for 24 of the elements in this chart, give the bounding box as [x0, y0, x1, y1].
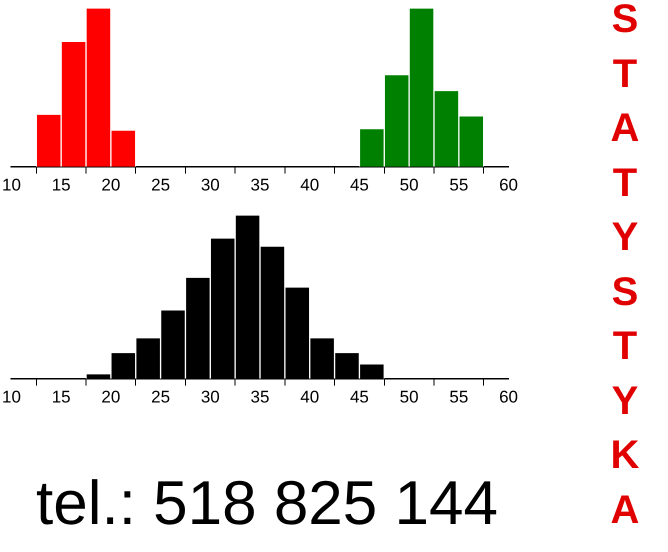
- x-tick-label: 20: [101, 387, 120, 406]
- x-tick-label: 45: [350, 175, 369, 194]
- text: tel.: 518 825 144: [36, 468, 498, 539]
- text: STATYSTYKA: [610, 0, 640, 532]
- x-tick-label: 20: [101, 175, 120, 194]
- x-tick-label: 35: [250, 175, 270, 194]
- x-tick-label: 60: [499, 387, 518, 406]
- x-tick-label: 55: [449, 175, 468, 194]
- x-tick-label: 50: [400, 175, 419, 194]
- x-tick-label: 60: [499, 175, 518, 194]
- x-tick-label: 35: [250, 387, 270, 406]
- x-tick-label: 45: [350, 387, 369, 406]
- x-tick-label: 10: [2, 387, 21, 406]
- x-tick-label: 15: [52, 175, 71, 194]
- x-tick-label: 15: [52, 387, 71, 406]
- x-tick-label: 25: [151, 387, 170, 406]
- x-tick-label: 25: [151, 175, 170, 194]
- x-tick-label: 40: [300, 175, 320, 194]
- x-tick-label: 55: [449, 387, 468, 406]
- x-tick-label: 40: [300, 387, 320, 406]
- x-tick-label: 50: [400, 387, 419, 406]
- x-tick-label: 10: [2, 175, 21, 194]
- x-tick-label: 30: [200, 175, 220, 194]
- x-tick-label: 30: [200, 387, 220, 406]
